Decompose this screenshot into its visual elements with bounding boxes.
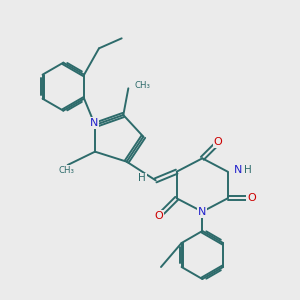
Text: N: N xyxy=(198,207,206,217)
Text: O: O xyxy=(154,211,163,221)
Text: CH₃: CH₃ xyxy=(58,166,74,175)
Text: CH₃: CH₃ xyxy=(134,81,150,90)
Text: O: O xyxy=(214,137,222,147)
Text: H: H xyxy=(139,173,146,183)
Text: O: O xyxy=(247,193,256,203)
Text: N: N xyxy=(90,118,98,128)
Text: N: N xyxy=(234,165,243,175)
Text: H: H xyxy=(244,165,251,175)
